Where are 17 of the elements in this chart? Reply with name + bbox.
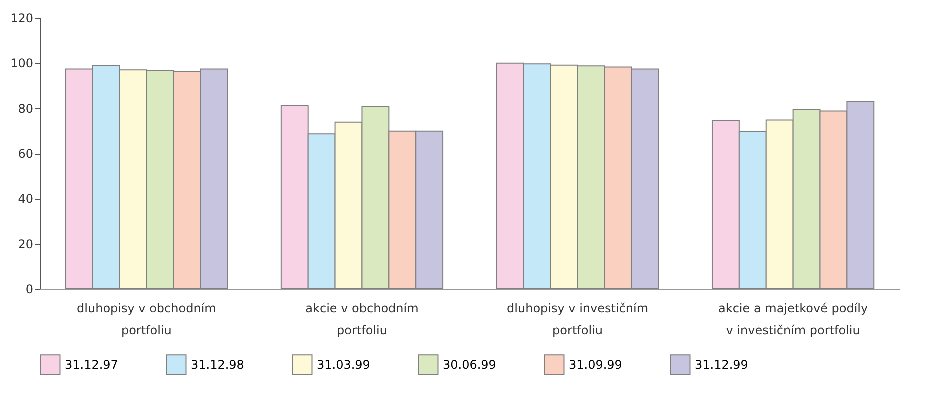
legend-label: 31.12.99 <box>695 358 748 372</box>
legend-label: 31.03.99 <box>317 358 370 372</box>
x-tick-label: dluhopisy v obchodním portfoliu <box>77 302 216 338</box>
y-tick-label: 120 <box>10 12 34 26</box>
x-tick-label: dluhopisy v investičním portfoliu <box>507 302 649 338</box>
y-tick-label: 0 <box>26 282 34 296</box>
legend-label: 31.09.99 <box>569 358 622 372</box>
y-tick-label: 20 <box>18 237 34 252</box>
x-tick-label: akcie v obchodním portfoliu <box>306 302 419 338</box>
x-tick-label: akcie a majetkové podíly v investičním portfoliu <box>718 302 868 338</box>
y-tick-label: 80 <box>18 102 34 116</box>
legend-label: 31.12.97 <box>65 358 118 372</box>
y-tick-label: 40 <box>18 192 34 206</box>
legend-label: 30.06.99 <box>443 358 496 372</box>
legend-label: 31.12.98 <box>191 358 244 372</box>
y-tick-label: 100 <box>10 56 34 71</box>
y-tick-label: 60 <box>18 147 34 161</box>
